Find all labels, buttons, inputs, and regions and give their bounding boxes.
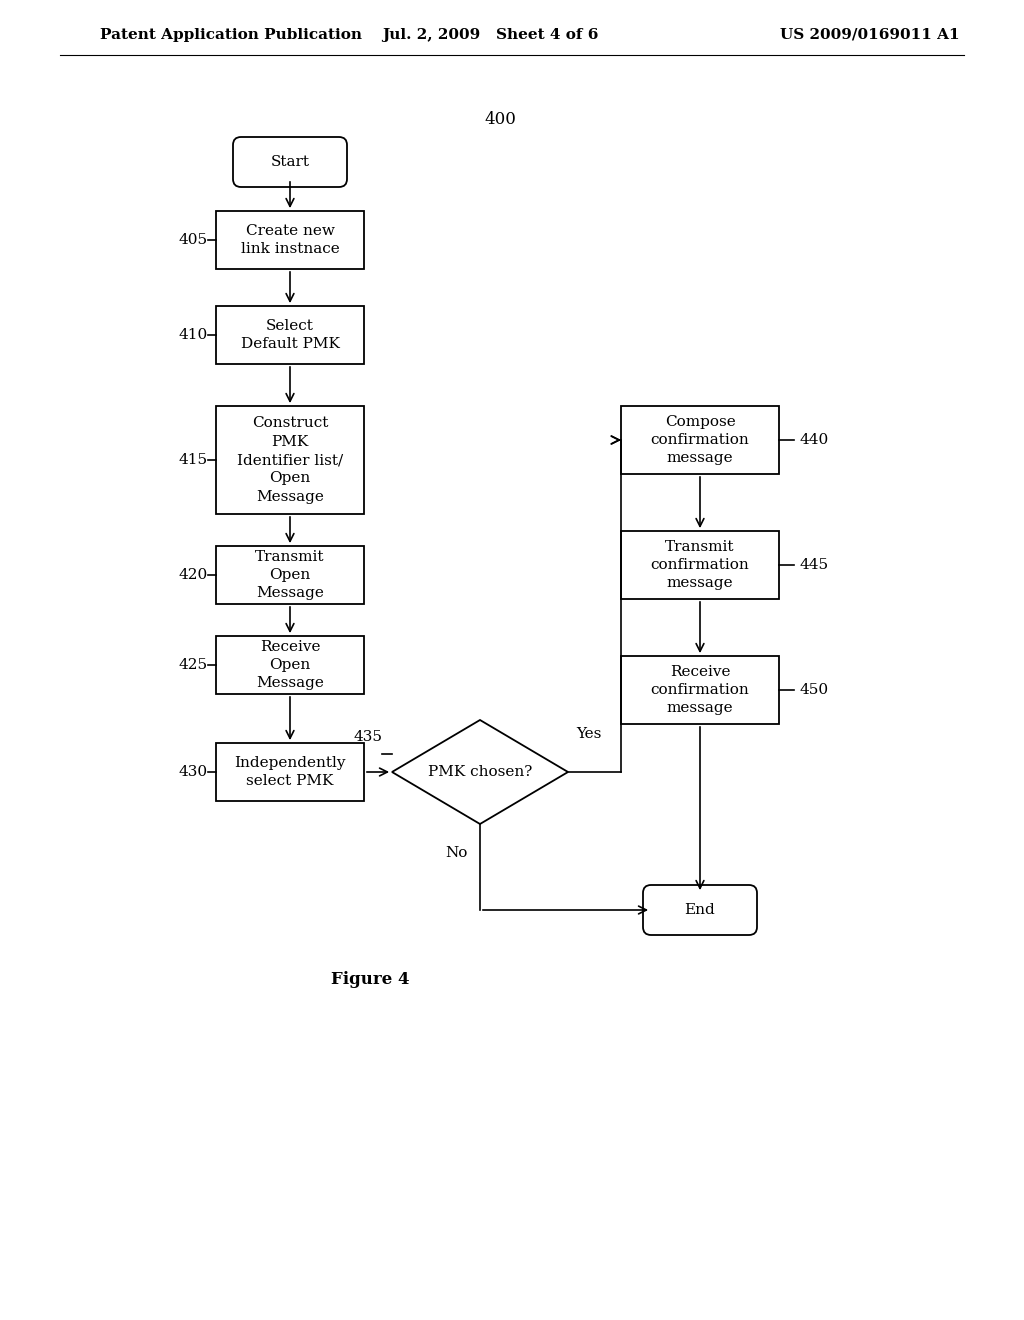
Text: Select
Default PMK: Select Default PMK — [241, 319, 339, 351]
Text: Yes: Yes — [575, 727, 601, 741]
Text: 450: 450 — [799, 682, 828, 697]
Bar — [216, 743, 364, 801]
Text: Jul. 2, 2009   Sheet 4 of 6: Jul. 2, 2009 Sheet 4 of 6 — [382, 28, 598, 42]
Text: Create new
link instnace: Create new link instnace — [241, 224, 339, 256]
Bar — [621, 407, 779, 474]
Text: 400: 400 — [484, 111, 516, 128]
Text: Independently
select PMK: Independently select PMK — [234, 756, 346, 788]
Bar — [216, 546, 364, 605]
Text: Start: Start — [270, 154, 309, 169]
Text: Figure 4: Figure 4 — [331, 972, 410, 989]
Text: End: End — [685, 903, 716, 917]
Text: 430: 430 — [179, 766, 208, 779]
Text: Construct
PMK
Identifier list/
Open
Message: Construct PMK Identifier list/ Open Mess… — [237, 416, 343, 504]
FancyBboxPatch shape — [233, 137, 347, 187]
Text: 410: 410 — [179, 327, 208, 342]
Text: Transmit
Open
Message: Transmit Open Message — [255, 549, 325, 601]
Text: 445: 445 — [799, 558, 828, 572]
Bar — [621, 656, 779, 723]
Text: 405: 405 — [179, 234, 208, 247]
Bar — [621, 531, 779, 599]
Text: 420: 420 — [179, 568, 208, 582]
Text: 415: 415 — [179, 453, 208, 467]
FancyBboxPatch shape — [643, 884, 757, 935]
Bar — [216, 211, 364, 269]
Text: Receive
confirmation
message: Receive confirmation message — [650, 664, 750, 715]
Text: US 2009/0169011 A1: US 2009/0169011 A1 — [780, 28, 959, 42]
Bar — [216, 306, 364, 364]
Text: Receive
Open
Message: Receive Open Message — [256, 640, 324, 690]
Bar — [216, 636, 364, 694]
Bar — [216, 407, 364, 513]
Text: 425: 425 — [179, 657, 208, 672]
Text: No: No — [445, 846, 468, 861]
Text: Compose
confirmation
message: Compose confirmation message — [650, 414, 750, 466]
Text: 435: 435 — [353, 730, 382, 744]
Text: PMK chosen?: PMK chosen? — [428, 766, 532, 779]
Text: 440: 440 — [799, 433, 828, 447]
Polygon shape — [392, 719, 568, 824]
Text: Patent Application Publication: Patent Application Publication — [100, 28, 362, 42]
Text: Transmit
confirmation
message: Transmit confirmation message — [650, 540, 750, 590]
